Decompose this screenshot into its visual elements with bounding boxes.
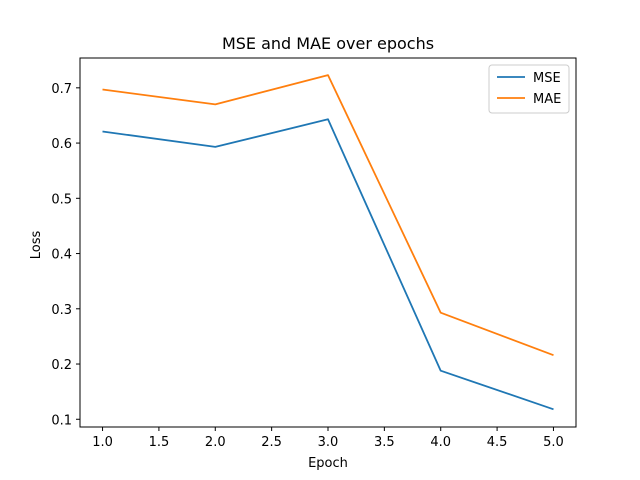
series-lines [102, 74, 554, 411]
x-tick-label: 1.0 [92, 435, 113, 450]
x-tick-label: 3.0 [318, 435, 339, 450]
x-tick-label: 2.0 [205, 435, 226, 450]
x-tick-label: 3.5 [374, 435, 395, 450]
legend-label-mae: MAE [533, 92, 561, 107]
x-axis: 1.0 1.5 2.0 2.5 3.0 3.5 4.0 4.5 5.0 [92, 427, 564, 450]
series-line-mae [102, 74, 554, 357]
y-tick-label: 0.5 [51, 192, 72, 207]
x-tick-label: 1.5 [149, 435, 170, 450]
x-axis-label: Epoch [308, 456, 348, 471]
y-tick-label: 0.4 [51, 248, 72, 263]
x-tick-label: 2.5 [261, 435, 282, 450]
x-tick-label: 4.0 [430, 435, 451, 450]
y-tick-label: 0.1 [51, 413, 72, 428]
y-axis: 0.1 0.2 0.3 0.4 0.5 0.6 0.7 [51, 82, 80, 428]
x-tick-label: 5.0 [543, 435, 564, 450]
y-tick-label: 0.3 [51, 303, 72, 318]
y-axis-label: Loss [29, 231, 44, 260]
y-tick-label: 0.2 [51, 358, 72, 373]
legend: MSE MAE [488, 64, 570, 114]
legend-label-mse: MSE [533, 71, 561, 86]
y-tick-label: 0.6 [51, 137, 72, 152]
series-line-mse [102, 118, 554, 411]
chart-title: MSE and MAE over epochs [222, 34, 434, 53]
y-tick-label: 0.7 [51, 82, 72, 97]
x-tick-label: 4.5 [487, 435, 508, 450]
